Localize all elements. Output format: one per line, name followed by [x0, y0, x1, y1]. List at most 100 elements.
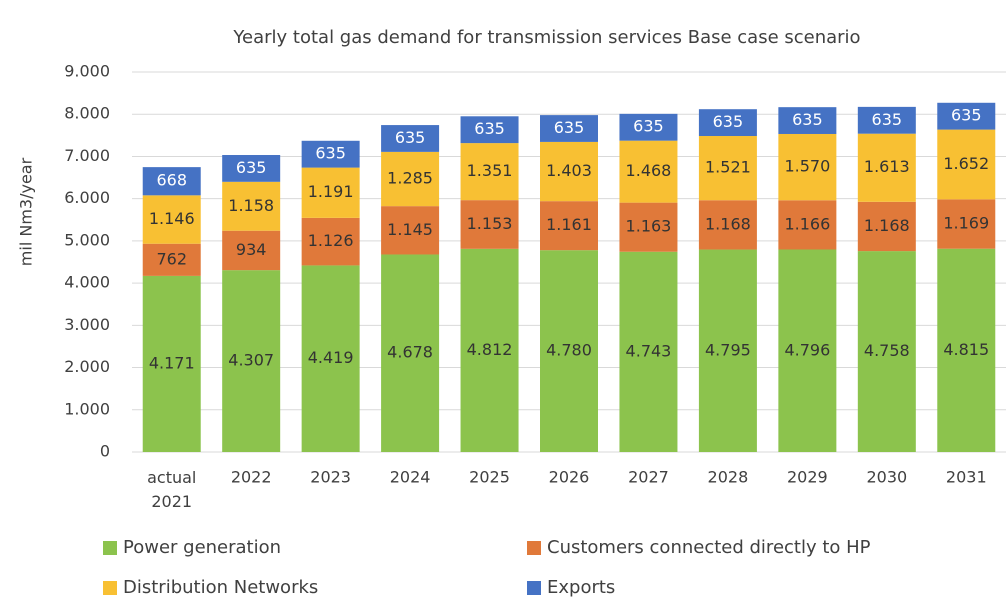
bar-segment: [460, 200, 519, 249]
data-label: 635: [713, 112, 744, 131]
data-label: 4.815: [943, 340, 989, 359]
x-tick-label: 2031: [946, 468, 987, 487]
bar-segment: [619, 202, 678, 252]
legend-label: Distribution Networks: [123, 577, 318, 598]
data-label: 635: [554, 118, 585, 137]
bar-segment: [460, 248, 519, 452]
data-label: 635: [236, 158, 267, 177]
bar-segment: [937, 248, 996, 452]
y-tick-label: 2.000: [64, 357, 110, 376]
legend-label: Customers connected directly to HP: [547, 537, 871, 558]
x-tick-label: 2024: [390, 468, 431, 487]
bar-segment: [619, 251, 678, 452]
bar-segment: [142, 243, 201, 276]
bar-segment: [778, 133, 837, 201]
bar-segment: [381, 125, 440, 152]
data-label: 635: [315, 144, 346, 163]
bar-segment: [937, 199, 996, 249]
x-tick-label: actual 2021: [147, 468, 196, 511]
y-tick-label: 3.000: [64, 315, 110, 334]
bar-segment: [778, 107, 837, 134]
bar-segment: [222, 155, 281, 182]
data-label: 635: [633, 117, 664, 136]
chart-title: Yearly total gas demand for transmission…: [232, 27, 860, 48]
data-label: 4.419: [308, 348, 354, 367]
data-label: 4.758: [864, 341, 910, 360]
bar-segment: [540, 115, 598, 142]
data-label: 1.126: [308, 231, 354, 250]
bar-segment: [301, 217, 360, 266]
y-tick-label: 4.000: [64, 273, 110, 292]
y-tick-label: 1.000: [64, 399, 110, 418]
bar-segment: [857, 251, 916, 452]
legend-label: Exports: [547, 577, 615, 598]
y-tick-label: 7.000: [64, 146, 110, 165]
x-tick-label: 2023: [310, 468, 351, 487]
x-tick-label: 2026: [549, 468, 590, 487]
data-label: 1.652: [943, 154, 989, 173]
data-label: 1.153: [467, 214, 513, 233]
bar-segment: [381, 151, 440, 207]
x-tick-label: 2025: [469, 468, 510, 487]
bar-segment: [619, 140, 678, 203]
data-label: 635: [474, 119, 505, 138]
data-label: 1.468: [626, 161, 672, 180]
bar-segment: [301, 140, 360, 168]
data-label: 1.163: [626, 217, 672, 236]
y-tick-label: 9.000: [64, 62, 110, 81]
bar-segment: [778, 200, 837, 250]
y-tick-label: 0: [100, 442, 110, 461]
data-label: 934: [236, 240, 267, 259]
data-label: 4.171: [149, 353, 195, 372]
data-label: 4.796: [784, 340, 830, 359]
data-label: 668: [156, 171, 187, 190]
data-label: 4.678: [387, 343, 433, 362]
data-label: 4.743: [626, 341, 672, 360]
y-tick-label: 8.000: [64, 104, 110, 123]
legend-swatch: [103, 581, 117, 595]
bar-segment: [142, 195, 201, 244]
bar-segment: [778, 249, 837, 452]
y-axis-title: mil Nm3/year: [17, 157, 36, 266]
legend-swatch: [527, 541, 541, 555]
data-label: 1.168: [864, 216, 910, 235]
data-label: 1.146: [149, 209, 195, 228]
bar-segment: [857, 106, 916, 134]
y-tick-label: 5.000: [64, 230, 110, 249]
data-label: 1.161: [546, 215, 592, 234]
bar-segment: [460, 143, 519, 201]
data-label: 1.169: [943, 214, 989, 233]
data-label: 4.795: [705, 340, 751, 359]
data-label: 635: [872, 110, 903, 129]
data-label: 762: [156, 249, 187, 268]
bar-segment: [540, 250, 598, 452]
data-label: 1.403: [546, 161, 592, 180]
data-label: 1.191: [308, 182, 354, 201]
bar-segment: [540, 141, 598, 202]
data-label: 1.613: [864, 157, 910, 176]
data-label: 1.166: [784, 214, 830, 233]
bar-segment: [142, 167, 201, 196]
bar-segment: [222, 230, 281, 271]
bar-segment: [698, 200, 757, 250]
x-tick-label: 2027: [628, 468, 669, 487]
data-label: 1.168: [705, 214, 751, 233]
data-label: 635: [395, 128, 426, 147]
data-label: 4.812: [467, 340, 513, 359]
bar-segment: [937, 129, 996, 200]
bar-segment: [142, 275, 201, 452]
data-label: 635: [951, 106, 982, 125]
bar-segment: [222, 181, 281, 231]
data-label: 635: [792, 110, 823, 129]
bar-segment: [698, 249, 757, 452]
bar-segment: [301, 265, 360, 452]
legend-swatch: [103, 541, 117, 555]
legend-label: Power generation: [123, 537, 281, 558]
bar-segment: [540, 201, 598, 251]
data-label: 1.145: [387, 220, 433, 239]
bar-segment: [698, 136, 757, 201]
legend-swatch: [527, 581, 541, 595]
y-tick-label: 6.000: [64, 188, 110, 207]
bar-segment: [937, 102, 996, 130]
